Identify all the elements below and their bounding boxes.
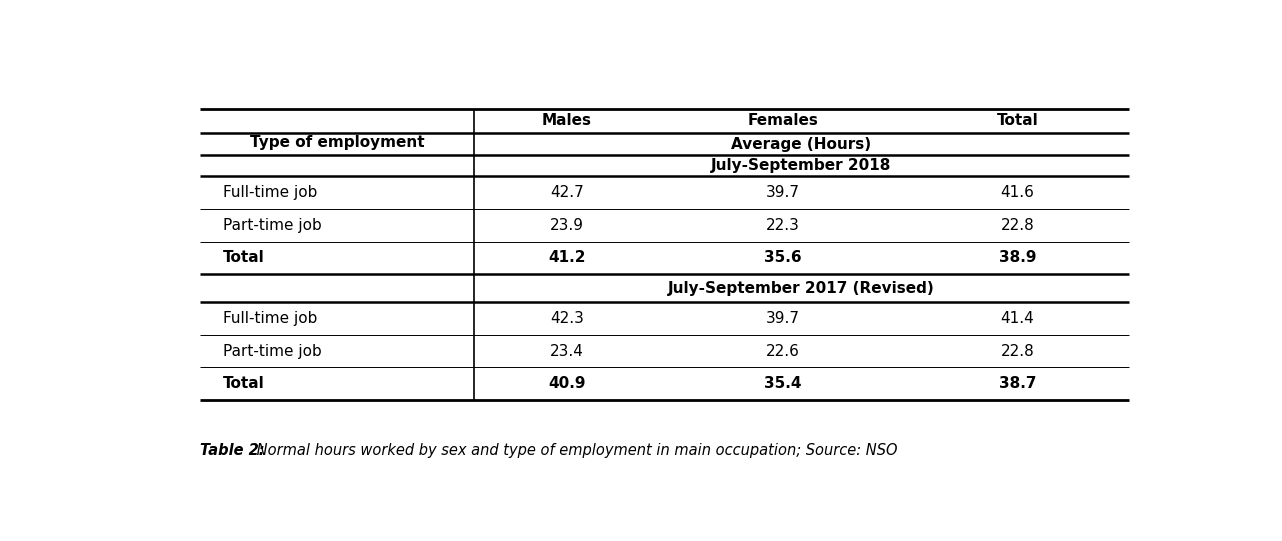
Text: 22.6: 22.6 [765, 344, 800, 359]
Text: 23.4: 23.4 [550, 344, 583, 359]
Text: Average (Hours): Average (Hours) [732, 136, 872, 151]
Text: 23.9: 23.9 [550, 217, 583, 233]
Text: Full-time job: Full-time job [223, 185, 318, 200]
Text: 41.2: 41.2 [549, 250, 586, 266]
Text: 40.9: 40.9 [549, 377, 586, 391]
Text: Full-time job: Full-time job [223, 311, 318, 326]
Text: 41.6: 41.6 [1000, 185, 1035, 200]
Text: 22.8: 22.8 [1001, 344, 1035, 359]
Text: 42.7: 42.7 [550, 185, 583, 200]
Text: 39.7: 39.7 [765, 185, 800, 200]
Text: 38.9: 38.9 [999, 250, 1036, 266]
Text: Part-time job: Part-time job [223, 217, 322, 233]
Text: Total: Total [996, 113, 1038, 128]
Text: July-September 2017 (Revised): July-September 2017 (Revised) [668, 281, 935, 295]
Text: Part-time job: Part-time job [223, 344, 322, 359]
Text: 39.7: 39.7 [765, 311, 800, 326]
Text: 22.8: 22.8 [1001, 217, 1035, 233]
Text: Males: Males [542, 113, 592, 128]
Text: July-September 2018: July-September 2018 [712, 158, 892, 173]
Text: 41.4: 41.4 [1001, 311, 1035, 326]
Text: Type of employment: Type of employment [250, 135, 424, 150]
Text: 38.7: 38.7 [999, 377, 1036, 391]
Text: Table 2:: Table 2: [200, 443, 264, 458]
Text: 35.6: 35.6 [764, 250, 801, 266]
Text: 22.3: 22.3 [765, 217, 800, 233]
Text: Normal hours worked by sex and type of employment in main occupation; Source: NS: Normal hours worked by sex and type of e… [251, 443, 897, 458]
Text: Females: Females [747, 113, 818, 128]
Text: Total: Total [223, 250, 265, 266]
Text: 42.3: 42.3 [550, 311, 583, 326]
Text: 35.4: 35.4 [764, 377, 801, 391]
Text: Total: Total [223, 377, 265, 391]
